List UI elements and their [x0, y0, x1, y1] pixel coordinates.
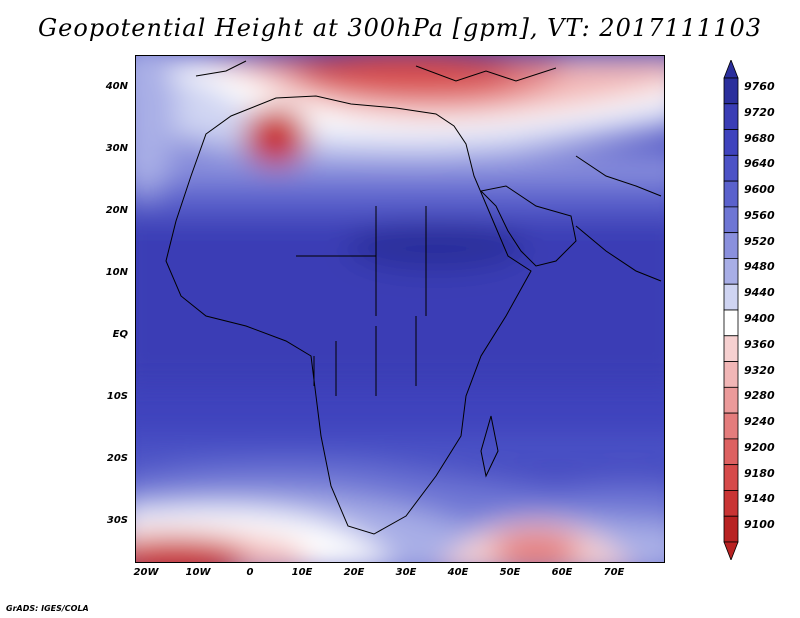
- colorbar-swatch: [723, 283, 739, 311]
- colorbar-swatch: [723, 309, 739, 337]
- lat-label: 20N: [105, 205, 128, 216]
- colorbar-label: 9560: [744, 208, 775, 222]
- colorbar-label: 9640: [744, 157, 775, 171]
- lat-label: 10S: [106, 391, 128, 402]
- lon-label: 70E: [603, 567, 625, 578]
- lon-label: 20W: [133, 567, 159, 578]
- lon-label: 60E: [551, 567, 573, 578]
- lat-label: 10N: [105, 267, 128, 278]
- colorbar-label: 9280: [744, 389, 775, 403]
- colorbar-bottom-arrow: [723, 541, 739, 562]
- lat-label: 30N: [105, 143, 128, 154]
- colorbar-swatch: [723, 180, 739, 208]
- colorbar-label: 9440: [744, 286, 775, 300]
- colorbar-label: 9680: [744, 131, 775, 145]
- colorbar-swatch: [723, 386, 739, 414]
- colorbar-label: 9200: [744, 440, 775, 454]
- colorbar: 9760 9720 9680 9640 9600 9560 9520 9480 9440 9400…: [716, 58, 796, 562]
- lat-label: 20S: [106, 453, 128, 464]
- lat-label: 40N: [105, 81, 128, 92]
- colorbar-label: 9240: [744, 415, 775, 429]
- map-field: [136, 56, 664, 562]
- colorbar-label: 9760: [744, 80, 775, 93]
- colorbar-swatch: [723, 490, 739, 517]
- colorbar-swatch: [723, 438, 739, 466]
- colorbar-swatch: [723, 154, 739, 182]
- colorbar-swatches: [723, 58, 739, 562]
- colorbar-swatch: [723, 464, 739, 491]
- map-title: Geopotential Height at 300hPa [gpm], VT:…: [38, 14, 762, 42]
- lon-label: 50E: [499, 567, 521, 578]
- grads-credit: GrADS: IGES/COLA: [6, 604, 89, 613]
- geopotential-map: [135, 55, 665, 563]
- lon-label: 10E: [291, 567, 313, 578]
- colorbar-swatch: [723, 515, 739, 543]
- colorbar-swatch: [723, 129, 739, 156]
- colorbar-label: 9320: [744, 363, 775, 377]
- colorbar-label: 9720: [744, 105, 775, 119]
- lat-label: 30S: [106, 515, 128, 526]
- colorbar-swatch: [723, 412, 739, 440]
- colorbar-swatch: [723, 258, 739, 285]
- colorbar-swatch: [723, 206, 739, 234]
- lon-label: 10W: [185, 567, 211, 578]
- colorbar-swatch: [723, 335, 739, 362]
- colorbar-label: 9400: [744, 312, 775, 325]
- lon-label: 30E: [395, 567, 417, 578]
- colorbar-swatch: [723, 232, 739, 259]
- colorbar-swatch: [723, 103, 739, 130]
- colorbar-swatch: [723, 77, 739, 105]
- colorbar-label: 9520: [744, 234, 775, 248]
- colorbar-label: 9140: [744, 492, 775, 506]
- colorbar-label: 9480: [744, 260, 775, 274]
- colorbar-label: 9180: [744, 466, 775, 480]
- lon-label: 40E: [447, 567, 469, 578]
- lon-label: 20E: [343, 567, 365, 578]
- colorbar-top-arrow: [723, 58, 739, 79]
- colorbar-swatch: [723, 361, 739, 388]
- lon-label: 0: [246, 567, 254, 578]
- colorbar-label: 9600: [744, 183, 775, 197]
- colorbar-label: 9360: [744, 337, 775, 351]
- lat-label: EQ: [112, 329, 128, 340]
- colorbar-label: 9100: [744, 518, 775, 532]
